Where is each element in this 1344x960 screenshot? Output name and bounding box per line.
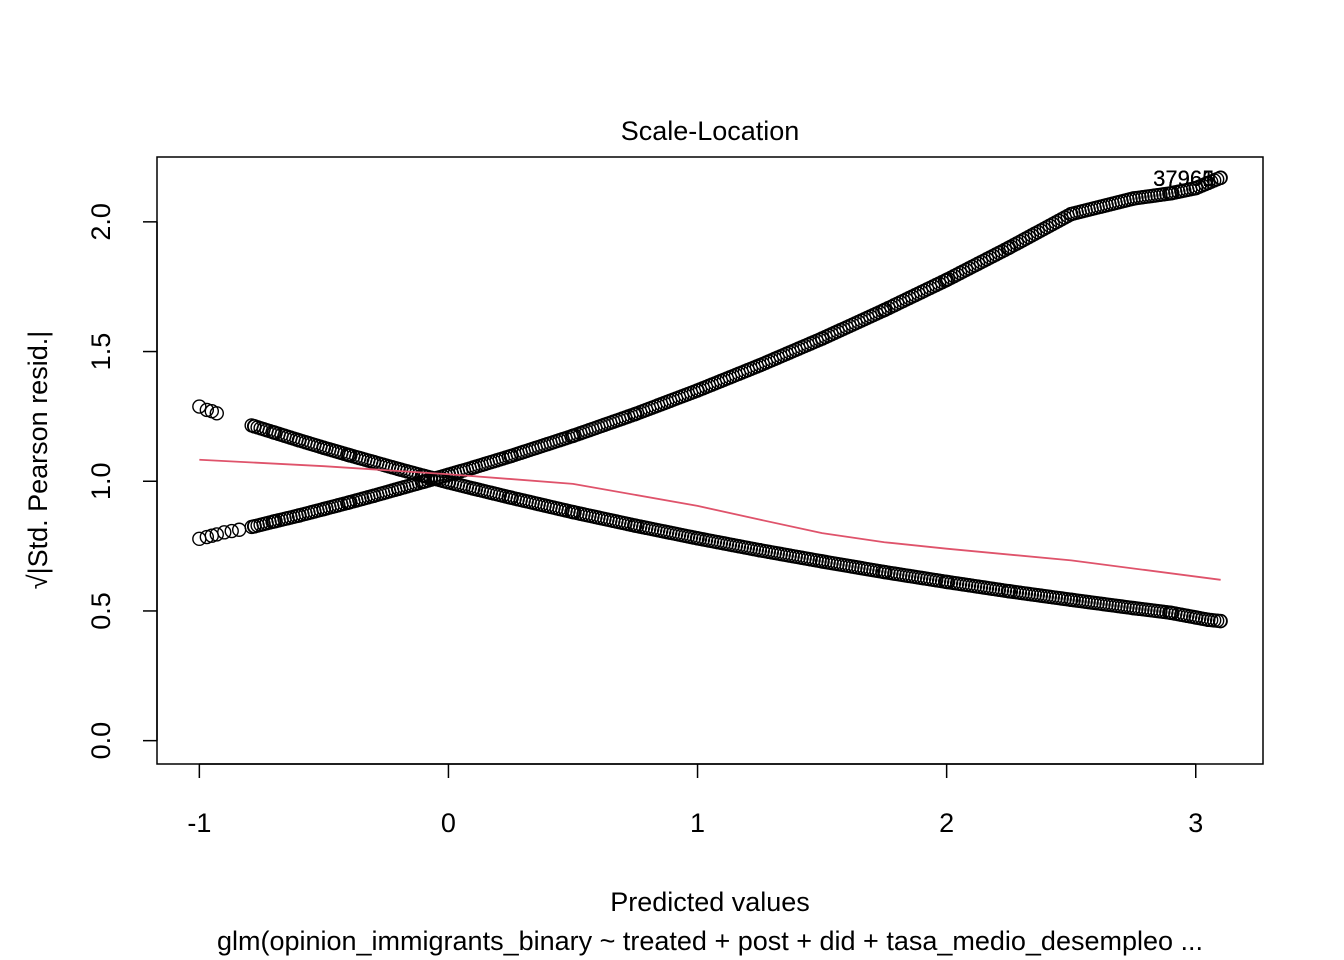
data-point: [209, 527, 224, 542]
data-point: [199, 529, 215, 545]
data-point: [1212, 613, 1228, 629]
x-axis-label: Predicted values: [610, 887, 810, 917]
data-point: [1212, 170, 1228, 186]
y-axis: 0.0 0.5 1.0 1.5 2.0: [86, 203, 158, 760]
y-tick-label: 1.5: [86, 333, 116, 371]
y-tick-label: 0.5: [86, 592, 116, 630]
x-axis: -1 0 1 2 3: [187, 763, 1203, 838]
smoother-curve: [199, 458, 1221, 581]
x-tick-label: 1: [690, 808, 705, 838]
data-point: [209, 406, 224, 421]
data-point: [224, 523, 239, 539]
plot-frame: [156, 156, 1264, 765]
point-id-label: 37966: [1153, 166, 1214, 191]
x-tick-label: 3: [1188, 808, 1203, 838]
x-tick-label: 2: [939, 808, 954, 838]
smoother-line: [199, 458, 1221, 581]
data-point: [199, 402, 215, 418]
data-point: [192, 399, 207, 414]
point-id-label: 37965: [1153, 166, 1214, 191]
y-tick-label: 2.0: [86, 203, 116, 241]
model-formula-subtitle: glm(opinion_immigrants_binary ~ treated …: [217, 926, 1203, 956]
point-id-label: 37961: [1153, 166, 1214, 191]
x-tick-label: -1: [187, 808, 211, 838]
point-cloud: [192, 170, 1228, 629]
chart-title: Scale-Location: [621, 116, 800, 146]
data-point: [232, 522, 247, 537]
y-tick-label: 0.0: [86, 722, 116, 760]
y-axis-label: √|Std. Pearson resid.|: [23, 331, 53, 589]
x-tick-label: 0: [441, 808, 456, 838]
data-point: [217, 525, 232, 540]
y-tick-label: 1.0: [86, 462, 116, 500]
